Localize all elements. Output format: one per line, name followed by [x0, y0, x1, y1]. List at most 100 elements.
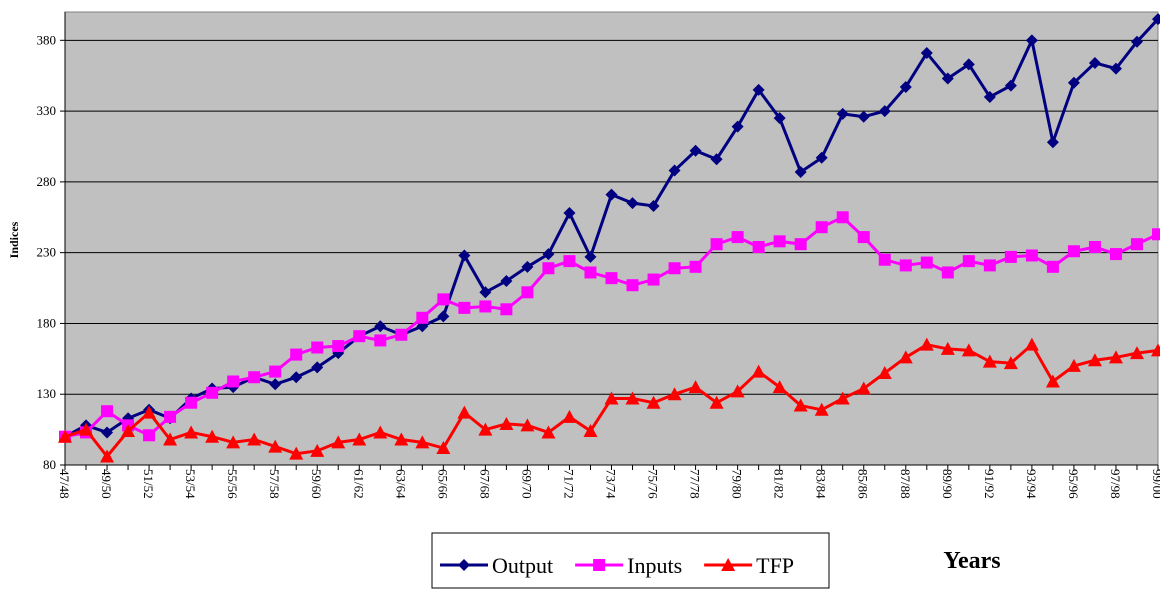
data-point: [583, 424, 598, 438]
data-point: [647, 199, 660, 212]
data-point: [815, 151, 828, 164]
data-point: [563, 255, 576, 268]
data-point: [268, 439, 283, 453]
data-point: [373, 425, 388, 439]
data-point: [772, 380, 787, 394]
data-point: [1066, 358, 1081, 372]
data-point: [290, 371, 303, 384]
x-tick-label: 75/76: [646, 469, 661, 499]
data-point: [941, 72, 954, 85]
x-axis-label: Years: [943, 548, 1000, 574]
data-point: [710, 153, 723, 166]
legend-marker: [458, 559, 470, 571]
data-point: [121, 424, 136, 438]
data-point: [184, 425, 199, 439]
data-point: [878, 105, 891, 118]
data-point: [815, 221, 828, 234]
x-tick-label: 51/52: [141, 469, 156, 499]
data-point: [962, 58, 975, 71]
data-point: [331, 435, 346, 449]
data-point: [416, 311, 429, 324]
x-tick-label: 59/60: [309, 469, 324, 499]
x-tick-label: 99/00: [1150, 469, 1160, 499]
x-tick-label: 67/68: [477, 469, 492, 499]
data-point: [332, 340, 345, 353]
data-point: [415, 435, 430, 449]
data-point: [479, 300, 492, 313]
data-point: [646, 395, 661, 409]
data-point: [856, 381, 871, 395]
data-point: [919, 337, 934, 351]
data-point: [836, 107, 849, 120]
data-point: [605, 272, 618, 285]
x-tick-label: 79/80: [730, 469, 745, 499]
data-point: [58, 429, 72, 443]
data-point: [520, 418, 535, 432]
data-point: [143, 429, 156, 442]
data-point: [205, 429, 220, 443]
x-tick-label: 69/70: [519, 469, 534, 499]
data-point: [353, 330, 366, 343]
x-tick-label: 63/64: [393, 469, 408, 499]
data-point: [626, 197, 639, 210]
data-point: [857, 110, 870, 123]
data-point: [689, 144, 702, 157]
y-tick-label: 180: [37, 315, 57, 330]
y-axis-label: Indices: [7, 221, 21, 258]
data-point: [247, 432, 262, 446]
x-tick-label: 95/96: [1066, 469, 1081, 499]
data-point: [899, 81, 912, 94]
data-point: [793, 398, 808, 412]
data-point: [835, 391, 850, 405]
data-point: [647, 273, 660, 286]
data-point: [773, 235, 786, 248]
x-tick-label: 53/54: [183, 469, 198, 499]
data-point: [1067, 76, 1080, 89]
data-point: [269, 378, 282, 391]
data-point: [563, 207, 576, 220]
data-point: [310, 443, 325, 457]
data-point: [625, 391, 640, 405]
data-point: [731, 231, 744, 244]
data-point: [709, 395, 724, 409]
data-point: [206, 386, 219, 399]
data-point: [499, 416, 514, 430]
data-point: [185, 396, 198, 409]
x-tick-label: 91/92: [982, 469, 997, 499]
data-point: [814, 402, 829, 416]
x-tick-label: 81/82: [772, 469, 787, 499]
data-point: [1129, 346, 1144, 360]
x-tick-label: 97/98: [1108, 469, 1123, 499]
x-tick-label: 71/72: [561, 469, 576, 499]
data-point: [940, 341, 955, 355]
data-point: [100, 449, 115, 463]
data-point: [1088, 56, 1101, 69]
x-tick-label: 85/86: [856, 469, 871, 499]
data-point: [1067, 245, 1080, 258]
legend-marker: [721, 558, 736, 571]
data-point: [982, 354, 997, 368]
legend: Output Inputs TFP: [431, 532, 830, 589]
data-point: [899, 259, 912, 272]
data-point: [689, 260, 702, 273]
data-point: [269, 365, 282, 378]
data-point: [1151, 343, 1160, 357]
data-point: [374, 334, 387, 347]
plot-area: [64, 11, 1159, 466]
data-point: [710, 238, 723, 251]
data-point: [962, 255, 975, 268]
data-point: [584, 250, 597, 263]
data-point: [731, 120, 744, 133]
data-point: [1130, 35, 1143, 48]
x-tick-label: 49/50: [99, 469, 114, 499]
data-point: [142, 405, 157, 419]
data-point: [542, 262, 555, 275]
data-point: [920, 256, 933, 269]
data-point: [290, 348, 303, 361]
data-point: [1024, 337, 1039, 351]
data-point: [584, 266, 597, 279]
data-point: [1087, 353, 1102, 367]
data-point: [1088, 240, 1101, 253]
legend-label: TFP: [756, 553, 794, 578]
